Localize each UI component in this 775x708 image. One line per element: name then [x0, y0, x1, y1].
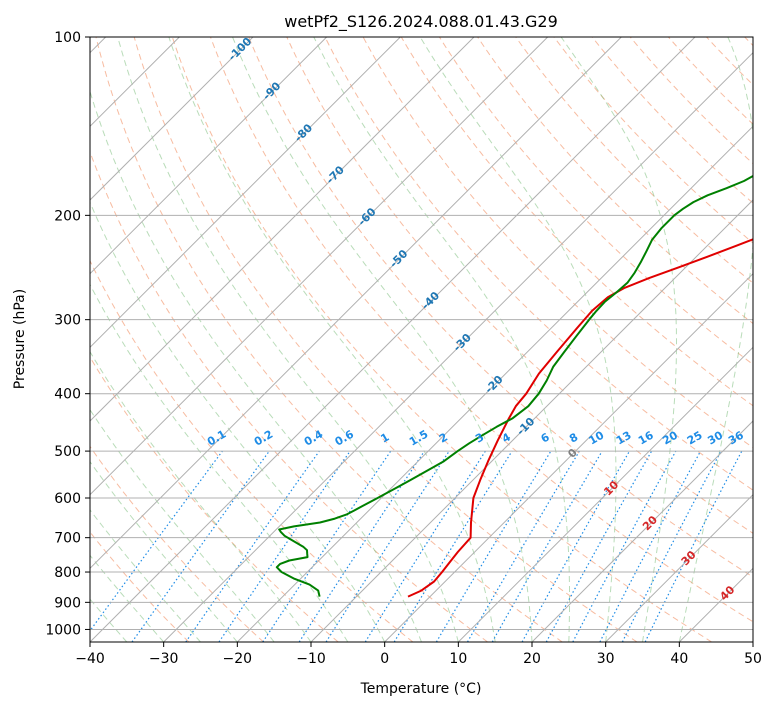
x-axis: −40 −30 −20 −10 0 10 20 30 40 50 — [75, 642, 762, 667]
x-tick-label: −40 — [75, 651, 105, 667]
mixing-ratio-line — [572, 450, 677, 642]
x-tick-label: −20 — [223, 651, 253, 667]
isotherm-line — [605, 493, 753, 642]
dry-adiabat-line — [629, 37, 753, 165]
isotherm-line — [310, 199, 753, 642]
x-tick-label: 0 — [380, 651, 389, 667]
y-tick-label: 300 — [54, 313, 81, 329]
plot-area: -100-90-80-70-60-50-40-30-20-10010203040… — [90, 37, 753, 642]
mixing-ratio-line — [218, 450, 351, 642]
x-tick-label: 20 — [523, 651, 541, 667]
isotherm-line — [90, 37, 401, 349]
moist-adiabat-line — [168, 37, 496, 642]
mixing-ratio-line — [325, 450, 450, 642]
dry-adiabat-line — [210, 37, 753, 623]
moist-adiabat-line — [90, 89, 422, 642]
mixing-ratio-line — [185, 450, 320, 642]
moist-adiabat-line — [313, 37, 570, 642]
y-tick-label: 100 — [54, 30, 81, 46]
moist-adiabats — [90, 37, 753, 642]
moist-adiabat-line — [419, 37, 617, 642]
moist-adiabat-line — [90, 201, 386, 642]
y-tick-label: 700 — [54, 531, 81, 547]
mixing-ratio-line — [364, 450, 486, 642]
dry-adiabat-line — [400, 37, 753, 407]
moist-adiabat-line — [90, 283, 349, 642]
x-tick-label: 50 — [744, 651, 762, 667]
y-tick-label: 400 — [54, 387, 81, 403]
moist-adiabat-line — [90, 460, 238, 642]
moist-adiabat-line — [678, 37, 753, 642]
isotherm-line — [531, 420, 753, 642]
x-tick-label: 10 — [449, 651, 467, 667]
chart-title: wetPf2_S126.2024.088.01.43.G29 — [284, 12, 558, 32]
pressure-gridlines — [90, 37, 753, 630]
y-tick-label: 200 — [54, 208, 81, 224]
y-axis: 100 200 300 400 500 600 700 800 900 1000 — [45, 30, 90, 638]
isotherm-line — [163, 51, 753, 642]
isotherms — [90, 37, 753, 642]
isotherm-line — [90, 37, 475, 422]
dry-adiabat-line — [133, 37, 638, 642]
mixing-ratio-lines — [90, 450, 743, 642]
isotherm-line — [384, 272, 753, 642]
y-tick-label: 600 — [54, 491, 81, 507]
isotherm-line — [90, 37, 254, 201]
dry-adiabat-line — [515, 37, 753, 284]
dry-adiabat-line — [90, 259, 414, 642]
y-tick-label: 500 — [54, 444, 81, 460]
y-tick-label: 800 — [54, 565, 81, 581]
isotherm-line — [457, 346, 753, 642]
dry-adiabat-line — [591, 37, 753, 204]
moist-adiabat-line — [90, 408, 275, 642]
dry-adiabat-line — [90, 445, 264, 642]
mixing-ratio-line — [90, 450, 223, 632]
dry-adiabat-line — [477, 37, 753, 325]
dry-adiabat-line — [95, 37, 563, 642]
isotherm-line — [90, 37, 328, 275]
x-tick-label: 40 — [670, 651, 688, 667]
mixing-ratio-line — [131, 450, 270, 642]
isotherm-line — [236, 125, 753, 642]
sounding-series — [275, 174, 753, 598]
isotherm-line — [90, 37, 622, 570]
y-tick-label: 900 — [54, 595, 81, 611]
x-tick-label: 30 — [597, 651, 615, 667]
plot-frame — [89, 36, 754, 643]
moist-adiabat-line — [232, 37, 533, 642]
mixing-ratio-line — [393, 450, 513, 642]
x-tick-label: −30 — [149, 651, 179, 667]
y-tick-label: 1000 — [45, 622, 81, 638]
dry-adiabat-line — [324, 37, 753, 491]
dewpoint-profile-line — [275, 174, 753, 597]
dry-adiabat-line — [248, 37, 753, 578]
mixing-ratio-line — [521, 450, 631, 642]
moist-adiabat-line — [560, 37, 677, 642]
isotherm-line — [90, 37, 696, 642]
moist-adiabat-line — [90, 509, 201, 642]
mixing-ratio-line — [466, 450, 580, 642]
dry-adiabat-line — [171, 37, 712, 642]
mixing-ratio-line — [435, 450, 552, 642]
y-axis-label: Pressure (hPa) — [12, 289, 28, 389]
isotherm-line — [90, 37, 549, 496]
temperature-profile-line — [407, 238, 753, 598]
mixing-ratio-line — [491, 450, 603, 642]
x-axis-label: Temperature (°C) — [360, 681, 482, 697]
x-tick-label: −10 — [296, 651, 326, 667]
